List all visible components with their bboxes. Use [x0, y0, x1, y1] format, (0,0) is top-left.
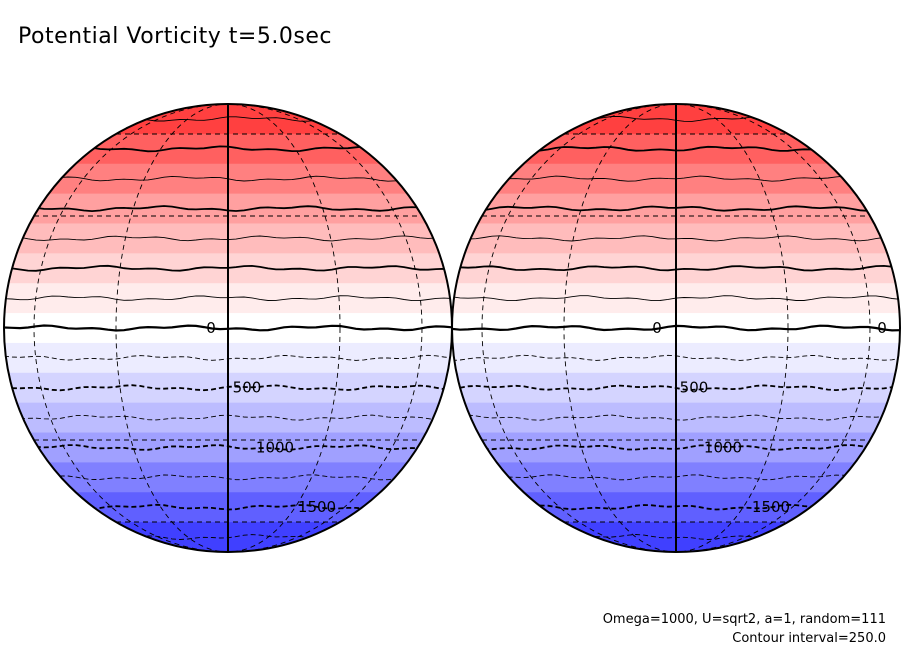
- contour-label: 0: [877, 319, 887, 337]
- meridian-line: [481, 104, 871, 552]
- parameters-note: Omega=1000, U=sqrt2, a=1, random=111: [602, 612, 886, 627]
- contour-label: 500: [233, 379, 262, 397]
- meridian-line: [33, 104, 423, 552]
- contour-label: 500: [680, 379, 709, 397]
- globe-outline: [451, 103, 901, 553]
- right-hemisphere: [452, 104, 900, 552]
- contour-label: 1500: [298, 498, 336, 516]
- contour-label: 0: [652, 319, 662, 337]
- plot-title: Potential Vorticity t=5.0sec: [18, 24, 332, 49]
- contour-label: 1000: [704, 438, 742, 456]
- meridian-line: [563, 104, 789, 552]
- meridian-line: [115, 104, 341, 552]
- contour-label: 0: [206, 319, 216, 337]
- contour-label: 1000: [256, 438, 294, 456]
- contour-interval-note: Contour interval=250.0: [732, 631, 886, 646]
- left-hemisphere: [4, 104, 452, 552]
- contour-label: 1500: [752, 498, 790, 516]
